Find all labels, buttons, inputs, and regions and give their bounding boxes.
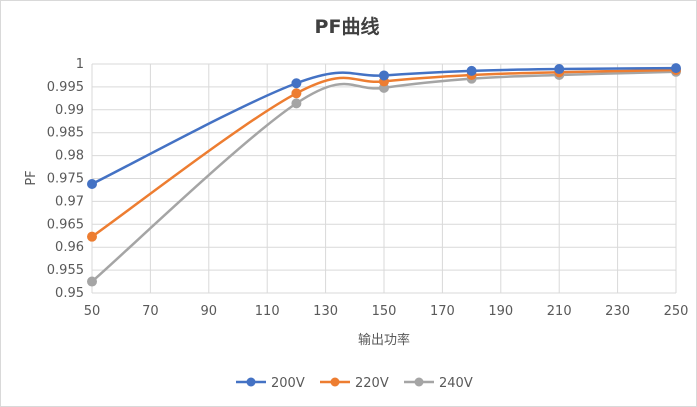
legend-swatch-marker [414,377,424,387]
y-tick-label: 0.975 [47,172,84,187]
legend-label: 240V [439,376,473,391]
legend-item-220V: 220V [320,376,389,391]
legend-swatch-marker [246,377,256,387]
data-point [291,98,302,109]
data-point [554,64,565,75]
data-point [87,231,97,242]
data-point [291,88,302,99]
y-tick-label: 0.955 [47,263,84,278]
legend-item-240V: 240V [404,376,473,391]
x-tick-label: 50 [84,304,101,319]
y-axis-label: PF [24,170,39,185]
legend: 200V 220V 240V [236,376,473,391]
x-tick-label: 210 [547,304,572,319]
y-tick-label: 0.98 [55,149,84,164]
series-line [90,70,678,283]
series-200V [87,63,681,189]
legend-swatch-marker [330,377,340,387]
data-point [87,178,97,189]
x-axis-label: 输出功率 [358,332,410,348]
x-tick-label: 250 [664,304,689,319]
y-tick-label: 0.985 [47,126,84,141]
x-tick-label: 170 [430,304,455,319]
data-point [671,63,681,74]
y-tick-label: 0.97 [55,194,84,209]
x-tick-label: 90 [201,304,218,319]
data-point [291,78,302,89]
x-tick-label: 110 [255,304,280,319]
series-line [90,66,678,186]
y-tick-label: 0.965 [47,217,84,232]
series-line [90,68,678,238]
x-tick-label: 70 [142,304,159,319]
x-tick-label: 230 [605,304,630,319]
x-axis-ticks: 50 70 90 110 130 150 170 190 210 230 250 [84,304,689,319]
x-tick-label: 130 [313,304,338,319]
y-tick-label: 0.99 [55,103,84,118]
y-axis-ticks: 0.95 0.955 0.96 0.965 0.97 0.975 0.98 0.985 0.99… [47,57,84,301]
x-tick-label: 150 [372,304,397,319]
grid [91,63,677,294]
y-tick-label: 0.96 [55,240,84,255]
legend-label: 200V [271,376,305,391]
data-point [466,65,477,76]
chart-title: PF曲线 [315,15,380,38]
data-point [87,276,97,287]
y-tick-label: 0.95 [55,286,84,301]
series-group [87,63,681,287]
y-tick-label: 0.995 [47,80,84,95]
legend-label: 220V [355,376,389,391]
x-tick-label: 190 [488,304,513,319]
y-tick-label: 1 [76,57,84,72]
data-point [379,70,389,81]
legend-item-200V: 200V [236,376,305,391]
